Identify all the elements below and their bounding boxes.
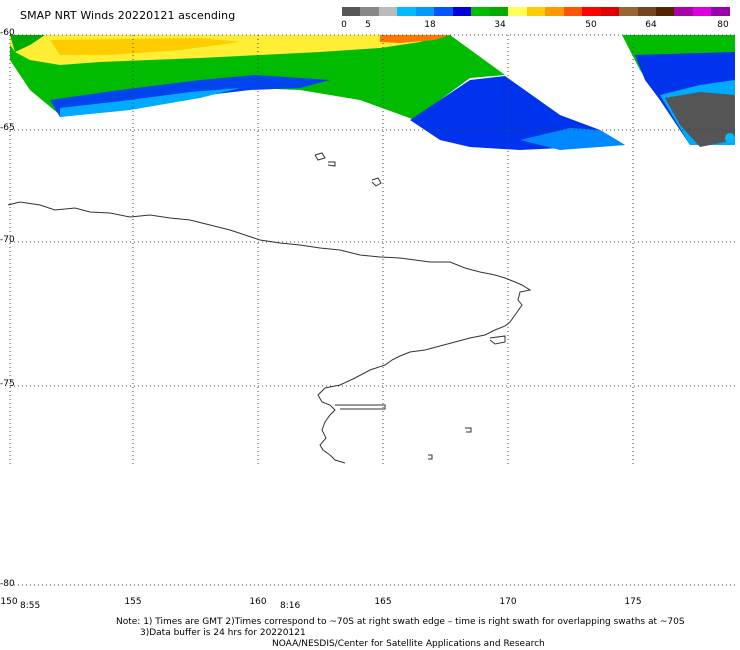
- page-title: SMAP NRT Winds 20220121 ascending: [20, 9, 236, 22]
- colorbar-segment: [600, 7, 620, 16]
- lat-label-75: -75: [0, 379, 15, 389]
- footer-note-line2: 3)Data buffer is 24 hrs for 20220121: [140, 628, 306, 638]
- colorbar-segment: [397, 7, 416, 16]
- left-swath: [10, 35, 625, 150]
- colorbar-tick-18: 18: [424, 20, 436, 30]
- colorbar-segment: [452, 7, 472, 16]
- lat-label-60: -60: [0, 28, 15, 38]
- colorbar-segment: [508, 7, 527, 16]
- colorbar-segment: [415, 7, 435, 16]
- colorbar-segment: [545, 7, 564, 16]
- colorbar-tick-50: 50: [585, 20, 597, 30]
- colorbar-segment: [471, 7, 490, 16]
- footer-credit: NOAA/NESDIS/Center for Satellite Applica…: [272, 639, 545, 649]
- colorbar-segment: [526, 7, 546, 16]
- lon-label-155: 155: [124, 597, 142, 607]
- lon-label-160: 160: [249, 597, 267, 607]
- colorbar-tick-80: 80: [717, 20, 729, 30]
- lat-label-65: -65: [0, 123, 15, 133]
- colorbar-segment: [342, 7, 361, 16]
- colorbar-segment: [378, 7, 398, 16]
- colorbar-segment: [674, 7, 693, 16]
- lat-label-80: -80: [0, 579, 15, 589]
- colorbar-segment: [563, 7, 583, 16]
- colorbar-segment: [655, 7, 675, 16]
- lon-label-175: 175: [624, 597, 642, 607]
- swath-time-right: 8:16: [280, 601, 301, 611]
- footer-note-line1: Note: 1) Times are GMT 2)Times correspon…: [116, 617, 685, 627]
- colorbar-segment: [582, 7, 601, 16]
- lon-label-150: 150: [0, 597, 18, 607]
- swath-time-left: 8:55: [20, 601, 41, 611]
- colorbar-tick-34: 34: [494, 20, 506, 30]
- colorbar-segment: [434, 7, 453, 16]
- colorbar-segment: [711, 7, 730, 16]
- colorbar-tick-5: 5: [365, 20, 371, 30]
- colorbar-tick-0: 0: [341, 20, 347, 30]
- wind-speed-colorbar: [342, 7, 730, 16]
- lon-label-170: 170: [499, 597, 517, 607]
- right-swath: [622, 35, 735, 147]
- colorbar-segment: [637, 7, 656, 16]
- coastline: [7, 152, 532, 464]
- colorbar-tick-64: 64: [645, 20, 657, 30]
- graticule: [9, 34, 735, 586]
- colorbar-segment: [619, 7, 638, 16]
- colorbar-segment: [360, 7, 379, 16]
- colorbar-segment: [489, 7, 509, 16]
- colorbar-segment: [692, 7, 712, 16]
- lon-label-165: 165: [374, 597, 392, 607]
- lat-label-70: -70: [0, 235, 15, 245]
